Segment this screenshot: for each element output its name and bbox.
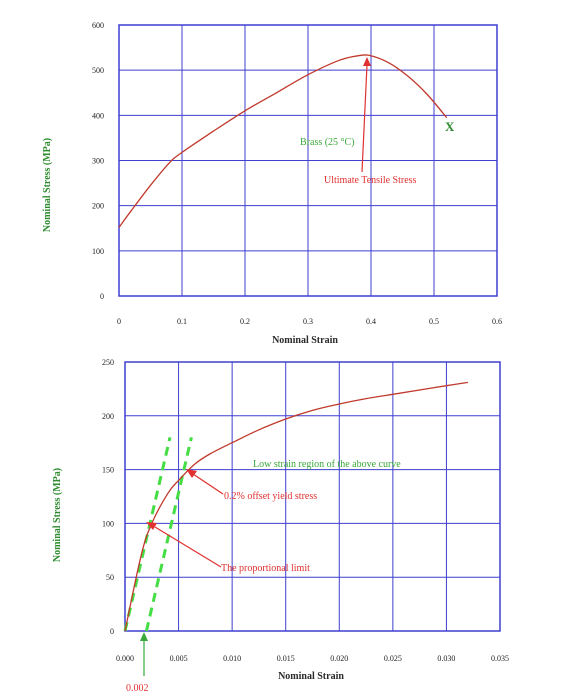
chart-top-x-tick-label: 0.5 bbox=[429, 317, 439, 326]
chart-top-x-tick-label: 0.1 bbox=[177, 317, 187, 326]
chart-bottom-x-tick-label: 0.010 bbox=[223, 654, 241, 663]
annotation-yield-arrow-line bbox=[192, 473, 224, 495]
chart-bottom-ylabel: Nominal Stress (MPa) bbox=[52, 468, 63, 562]
annotation-brass: Brass (25 °C) bbox=[300, 137, 355, 148]
chart-bottom-y-tick-label: 50 bbox=[106, 573, 114, 582]
chart-bottom-x-tick-label: 0.030 bbox=[437, 654, 455, 663]
chart-top-grid bbox=[118, 24, 498, 297]
chart-top-y-tick-label: 500 bbox=[92, 66, 104, 75]
chart-bottom-offset-line-0.2pct bbox=[144, 436, 193, 632]
chart-top-x-tick-label: 0.6 bbox=[492, 317, 502, 326]
annotation-uts-arrow-line bbox=[361, 64, 368, 173]
chart-top-x-tick-label: 0 bbox=[117, 317, 121, 326]
chart-top-ylabel: Nominal Stress (MPa) bbox=[42, 138, 53, 232]
annotation-0002-arrowhead bbox=[140, 632, 148, 641]
chart-bottom-curve bbox=[124, 381, 469, 632]
chart-top-x-tick-label: 0.4 bbox=[366, 317, 376, 326]
chart-bottom-y-tick-label: 250 bbox=[102, 358, 114, 367]
chart-bottom-tick-labels: 0.000 0.005 0.010 0.015 0.020 0.025 0.030 0.035… bbox=[102, 358, 509, 663]
chart-top: 0 0.1 0.2 0.3 0.4 0.5 0.6 0 100 200 300 400 500 600 N… bbox=[42, 21, 502, 346]
annotation-proportional-arrow-line bbox=[154, 526, 222, 568]
chart-top-y-tick-label: 0 bbox=[100, 292, 104, 301]
chart-bottom-y-tick-label: 150 bbox=[102, 466, 114, 475]
chart-bottom-x-tick-label: 0.025 bbox=[384, 654, 402, 663]
chart-top-y-tick-label: 200 bbox=[92, 202, 104, 211]
annotation-yield-arrowhead bbox=[186, 469, 197, 478]
chart-bottom-offset-line-elastic bbox=[123, 436, 172, 632]
chart-bottom-frame bbox=[124, 361, 501, 632]
annotation-proportional-arrowhead bbox=[146, 522, 157, 530]
chart-bottom-y-tick-label: 0 bbox=[110, 627, 114, 636]
annotation-uts: Ultimate Tensile Stress bbox=[324, 175, 417, 186]
chart-top-y-tick-label: 400 bbox=[92, 111, 104, 120]
annotation-uts-arrowhead bbox=[363, 57, 371, 66]
annotation-0002: 0.002 bbox=[126, 683, 149, 694]
chart-top-y-tick-label: 300 bbox=[92, 157, 104, 166]
chart-top-tick-labels: 0 0.1 0.2 0.3 0.4 0.5 0.6 0 100 200 300 400 500 600 bbox=[92, 21, 502, 326]
chart-bottom: 0.000 0.005 0.010 0.015 0.020 0.025 0.030 0.035… bbox=[52, 358, 509, 694]
chart-top-curve bbox=[118, 54, 448, 228]
chart-bottom-y-tick-label: 200 bbox=[102, 412, 114, 421]
chart-top-x-tick-label: 0.3 bbox=[303, 317, 313, 326]
chart-top-y-tick-label: 600 bbox=[92, 21, 104, 30]
annotation-proportional: The proportional limit bbox=[221, 563, 310, 574]
chart-bottom-xlabel: Nominal Strain bbox=[278, 671, 344, 682]
chart-top-xlabel: Nominal Strain bbox=[272, 335, 338, 346]
chart-top-frame bbox=[118, 24, 498, 297]
chart-bottom-x-tick-label: 0.005 bbox=[170, 654, 188, 663]
annotation-fracture-x: X bbox=[445, 119, 455, 134]
chart-top-x-tick-label: 0.2 bbox=[240, 317, 250, 326]
annotation-low-strain: Low strain region of the above curve bbox=[253, 459, 401, 470]
chart-bottom-x-tick-label: 0.015 bbox=[277, 654, 295, 663]
chart-bottom-x-tick-label: 0.020 bbox=[330, 654, 348, 663]
chart-bottom-x-tick-label: 0.035 bbox=[491, 654, 509, 663]
chart-bottom-x-tick-label: 0.000 bbox=[116, 654, 134, 663]
annotation-yield: 0.2% offset yield stress bbox=[224, 491, 317, 502]
chart-top-y-tick-label: 100 bbox=[92, 247, 104, 256]
chart-bottom-y-tick-label: 100 bbox=[102, 519, 114, 528]
